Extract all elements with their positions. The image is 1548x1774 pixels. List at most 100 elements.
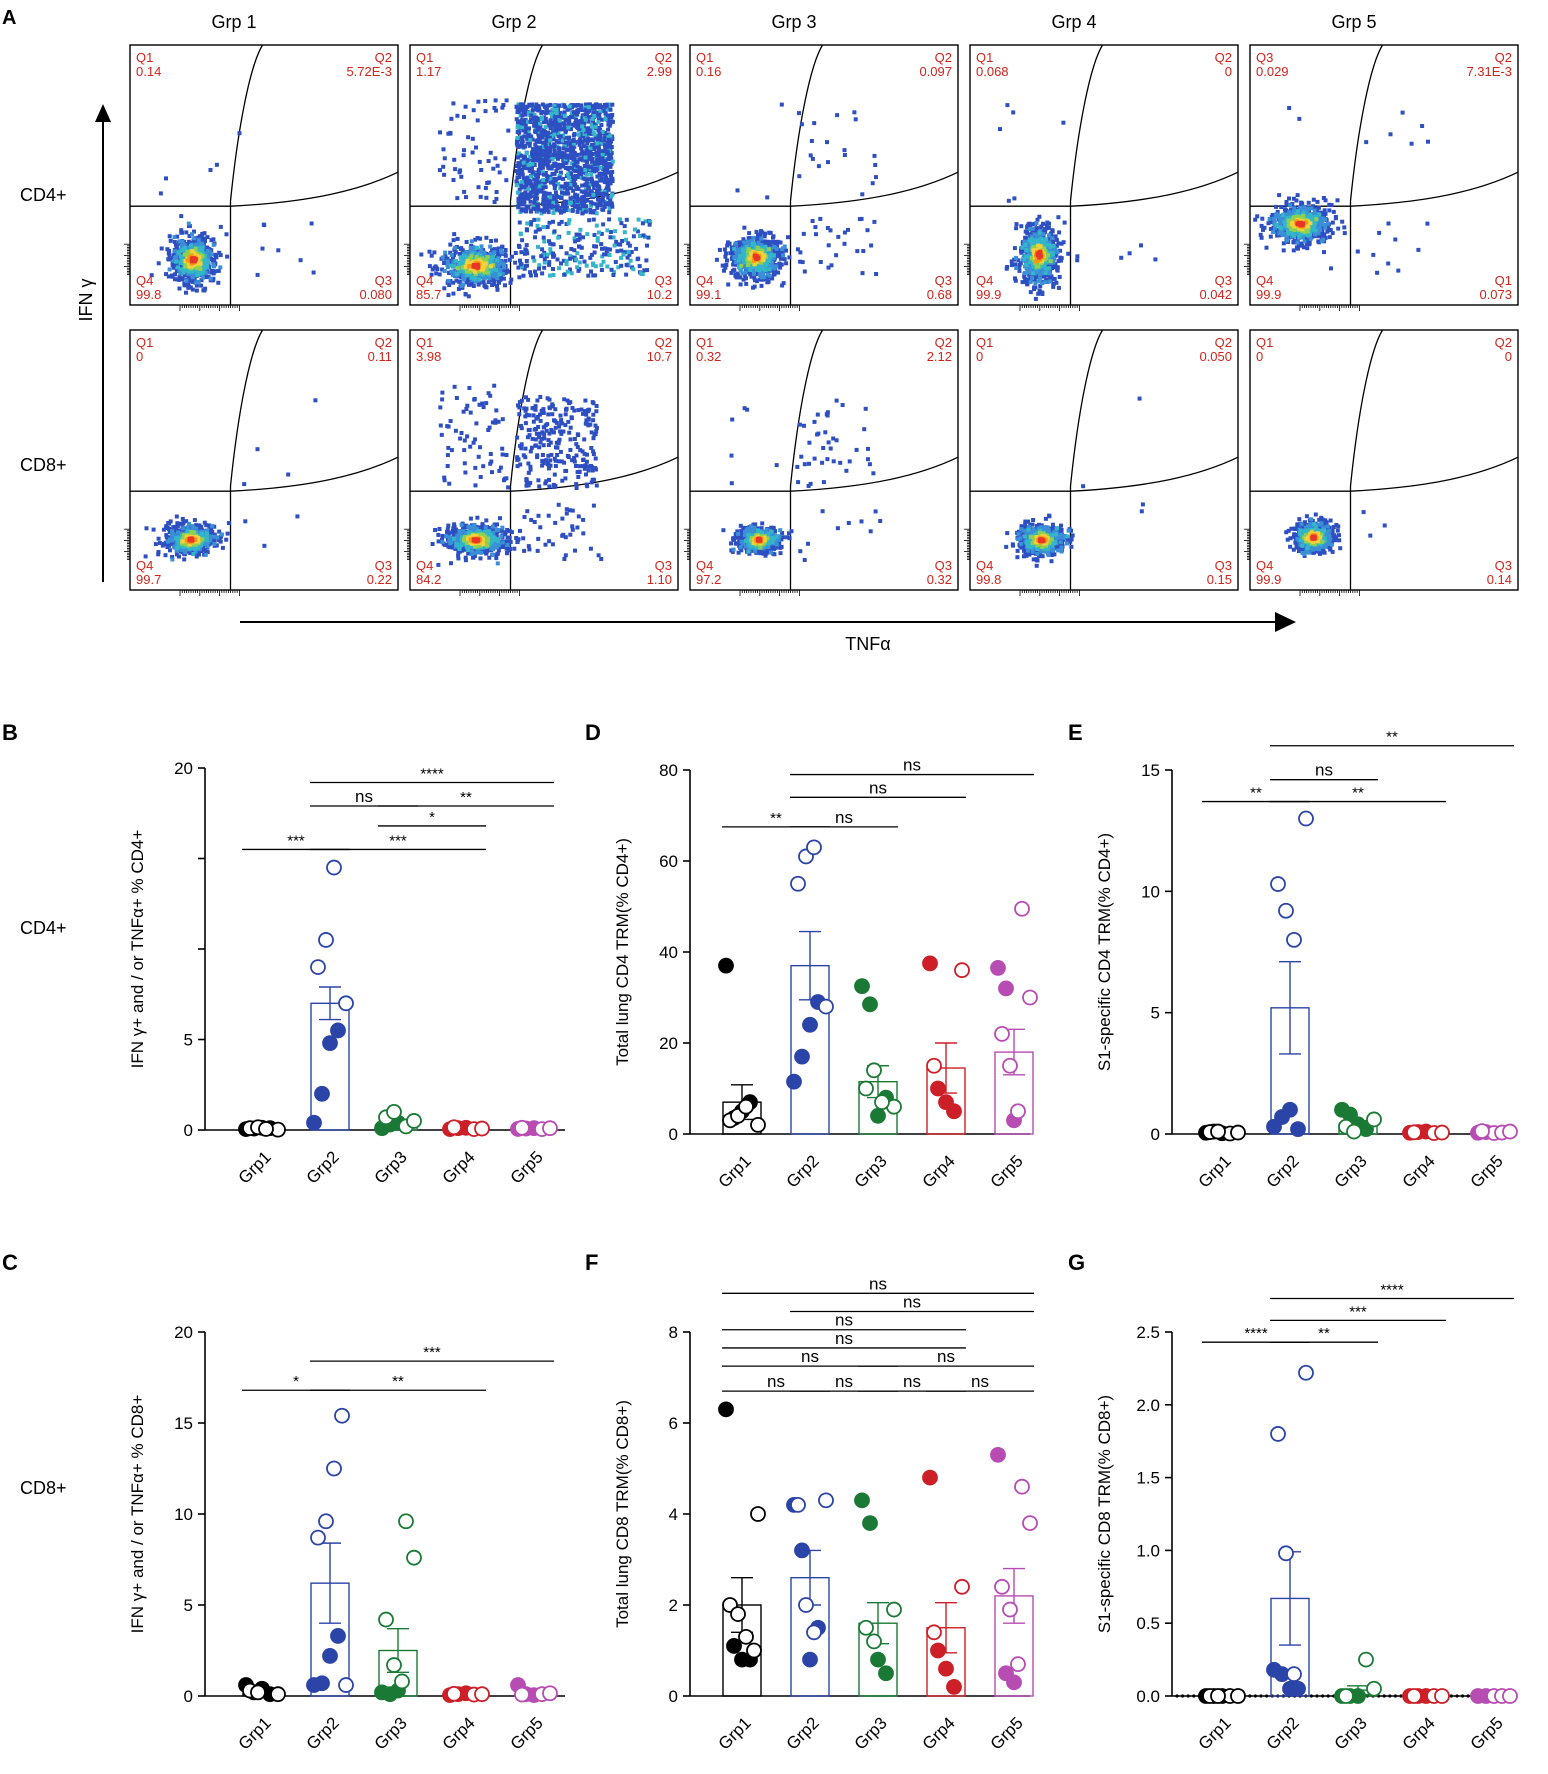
flow-event bbox=[518, 231, 523, 236]
flow-event bbox=[213, 269, 217, 274]
flow-event bbox=[519, 153, 524, 158]
flow-event bbox=[465, 277, 470, 282]
flow-event bbox=[487, 261, 492, 266]
flow-event bbox=[533, 229, 538, 234]
flow-event bbox=[456, 287, 461, 291]
flow-event bbox=[767, 273, 772, 278]
flow-event bbox=[732, 246, 737, 251]
flow-event bbox=[442, 269, 447, 273]
flow-event bbox=[556, 154, 561, 159]
flow-event bbox=[501, 276, 506, 281]
flow-event bbox=[196, 237, 201, 242]
flow-event bbox=[492, 200, 497, 204]
flow-event bbox=[611, 273, 616, 277]
flow-event bbox=[771, 235, 775, 240]
flow-event bbox=[523, 190, 528, 195]
flow-event bbox=[502, 157, 507, 162]
flow-event bbox=[462, 115, 466, 119]
flow-event bbox=[594, 223, 599, 228]
flow-event bbox=[491, 254, 496, 259]
flow-event bbox=[577, 142, 582, 147]
flow-event bbox=[548, 118, 553, 123]
flow-event bbox=[188, 285, 193, 290]
flow-event bbox=[525, 221, 530, 226]
flow-event bbox=[464, 240, 469, 244]
flow-event bbox=[540, 165, 545, 170]
flow-event bbox=[451, 280, 456, 285]
flow-event bbox=[478, 253, 483, 258]
flow-event bbox=[528, 209, 533, 214]
flow-event bbox=[149, 273, 154, 278]
flow-event bbox=[472, 249, 477, 254]
flow-event bbox=[552, 132, 557, 137]
flow-event bbox=[216, 268, 221, 273]
flow-event bbox=[276, 248, 281, 253]
flow-event bbox=[441, 147, 446, 152]
flow-event bbox=[646, 235, 651, 240]
flow-event bbox=[464, 273, 469, 278]
flow-event bbox=[542, 209, 546, 214]
flow-event bbox=[167, 267, 172, 272]
flow-event bbox=[493, 98, 498, 103]
flow-event bbox=[501, 272, 505, 277]
flow-event bbox=[580, 120, 585, 125]
flow-event bbox=[559, 150, 564, 155]
flow-event bbox=[469, 239, 474, 244]
flow-event bbox=[524, 259, 529, 263]
flow-event bbox=[575, 119, 580, 124]
flow-event bbox=[494, 258, 499, 263]
flow-event bbox=[452, 232, 457, 237]
flow-event bbox=[171, 265, 176, 270]
flow-event bbox=[576, 203, 581, 208]
flow-event bbox=[467, 269, 472, 274]
flow-event bbox=[529, 113, 534, 118]
flow-event bbox=[743, 270, 748, 275]
flow-event bbox=[203, 275, 208, 280]
flow-event bbox=[593, 182, 598, 187]
flow-event bbox=[482, 270, 487, 275]
flow-event bbox=[523, 154, 527, 159]
flow-row-label: CD8+ bbox=[20, 455, 67, 475]
flow-event bbox=[311, 270, 316, 275]
flow-event bbox=[518, 262, 523, 267]
flow-y-axis-label: IFN γ bbox=[76, 279, 96, 322]
flow-event bbox=[528, 273, 533, 278]
flow-event bbox=[607, 153, 612, 158]
flow-event bbox=[620, 239, 625, 243]
flow-event bbox=[612, 243, 617, 248]
flow-event bbox=[182, 252, 187, 257]
flow-event bbox=[555, 204, 560, 209]
flow-event bbox=[738, 282, 743, 287]
flow-event bbox=[774, 246, 779, 251]
flow-event bbox=[547, 191, 552, 196]
flow-event bbox=[180, 239, 185, 244]
flow-event bbox=[562, 272, 567, 277]
flow-event bbox=[545, 225, 550, 229]
flow-event bbox=[608, 133, 613, 138]
flow-event bbox=[566, 191, 571, 196]
flow-event bbox=[486, 280, 491, 285]
flow-event bbox=[584, 151, 589, 156]
flow-event bbox=[610, 170, 615, 174]
flow-event bbox=[530, 154, 535, 158]
flow-event bbox=[462, 148, 466, 153]
flow-event bbox=[500, 250, 504, 255]
flow-event bbox=[487, 276, 492, 280]
flow-event bbox=[535, 223, 540, 228]
flow-event bbox=[451, 178, 456, 182]
flow-event bbox=[555, 257, 560, 262]
flow-event bbox=[533, 115, 538, 120]
flow-event bbox=[255, 272, 260, 277]
flow-event bbox=[495, 287, 500, 292]
flow-event bbox=[600, 207, 605, 212]
flow-event bbox=[459, 284, 464, 288]
flow-event bbox=[447, 283, 452, 288]
flow-event bbox=[184, 263, 189, 268]
flow-event bbox=[524, 205, 529, 210]
flow-event bbox=[541, 140, 546, 145]
flow-event bbox=[214, 162, 219, 167]
flow-event bbox=[599, 263, 604, 268]
flow-event bbox=[196, 272, 201, 277]
flow-event bbox=[543, 105, 548, 109]
